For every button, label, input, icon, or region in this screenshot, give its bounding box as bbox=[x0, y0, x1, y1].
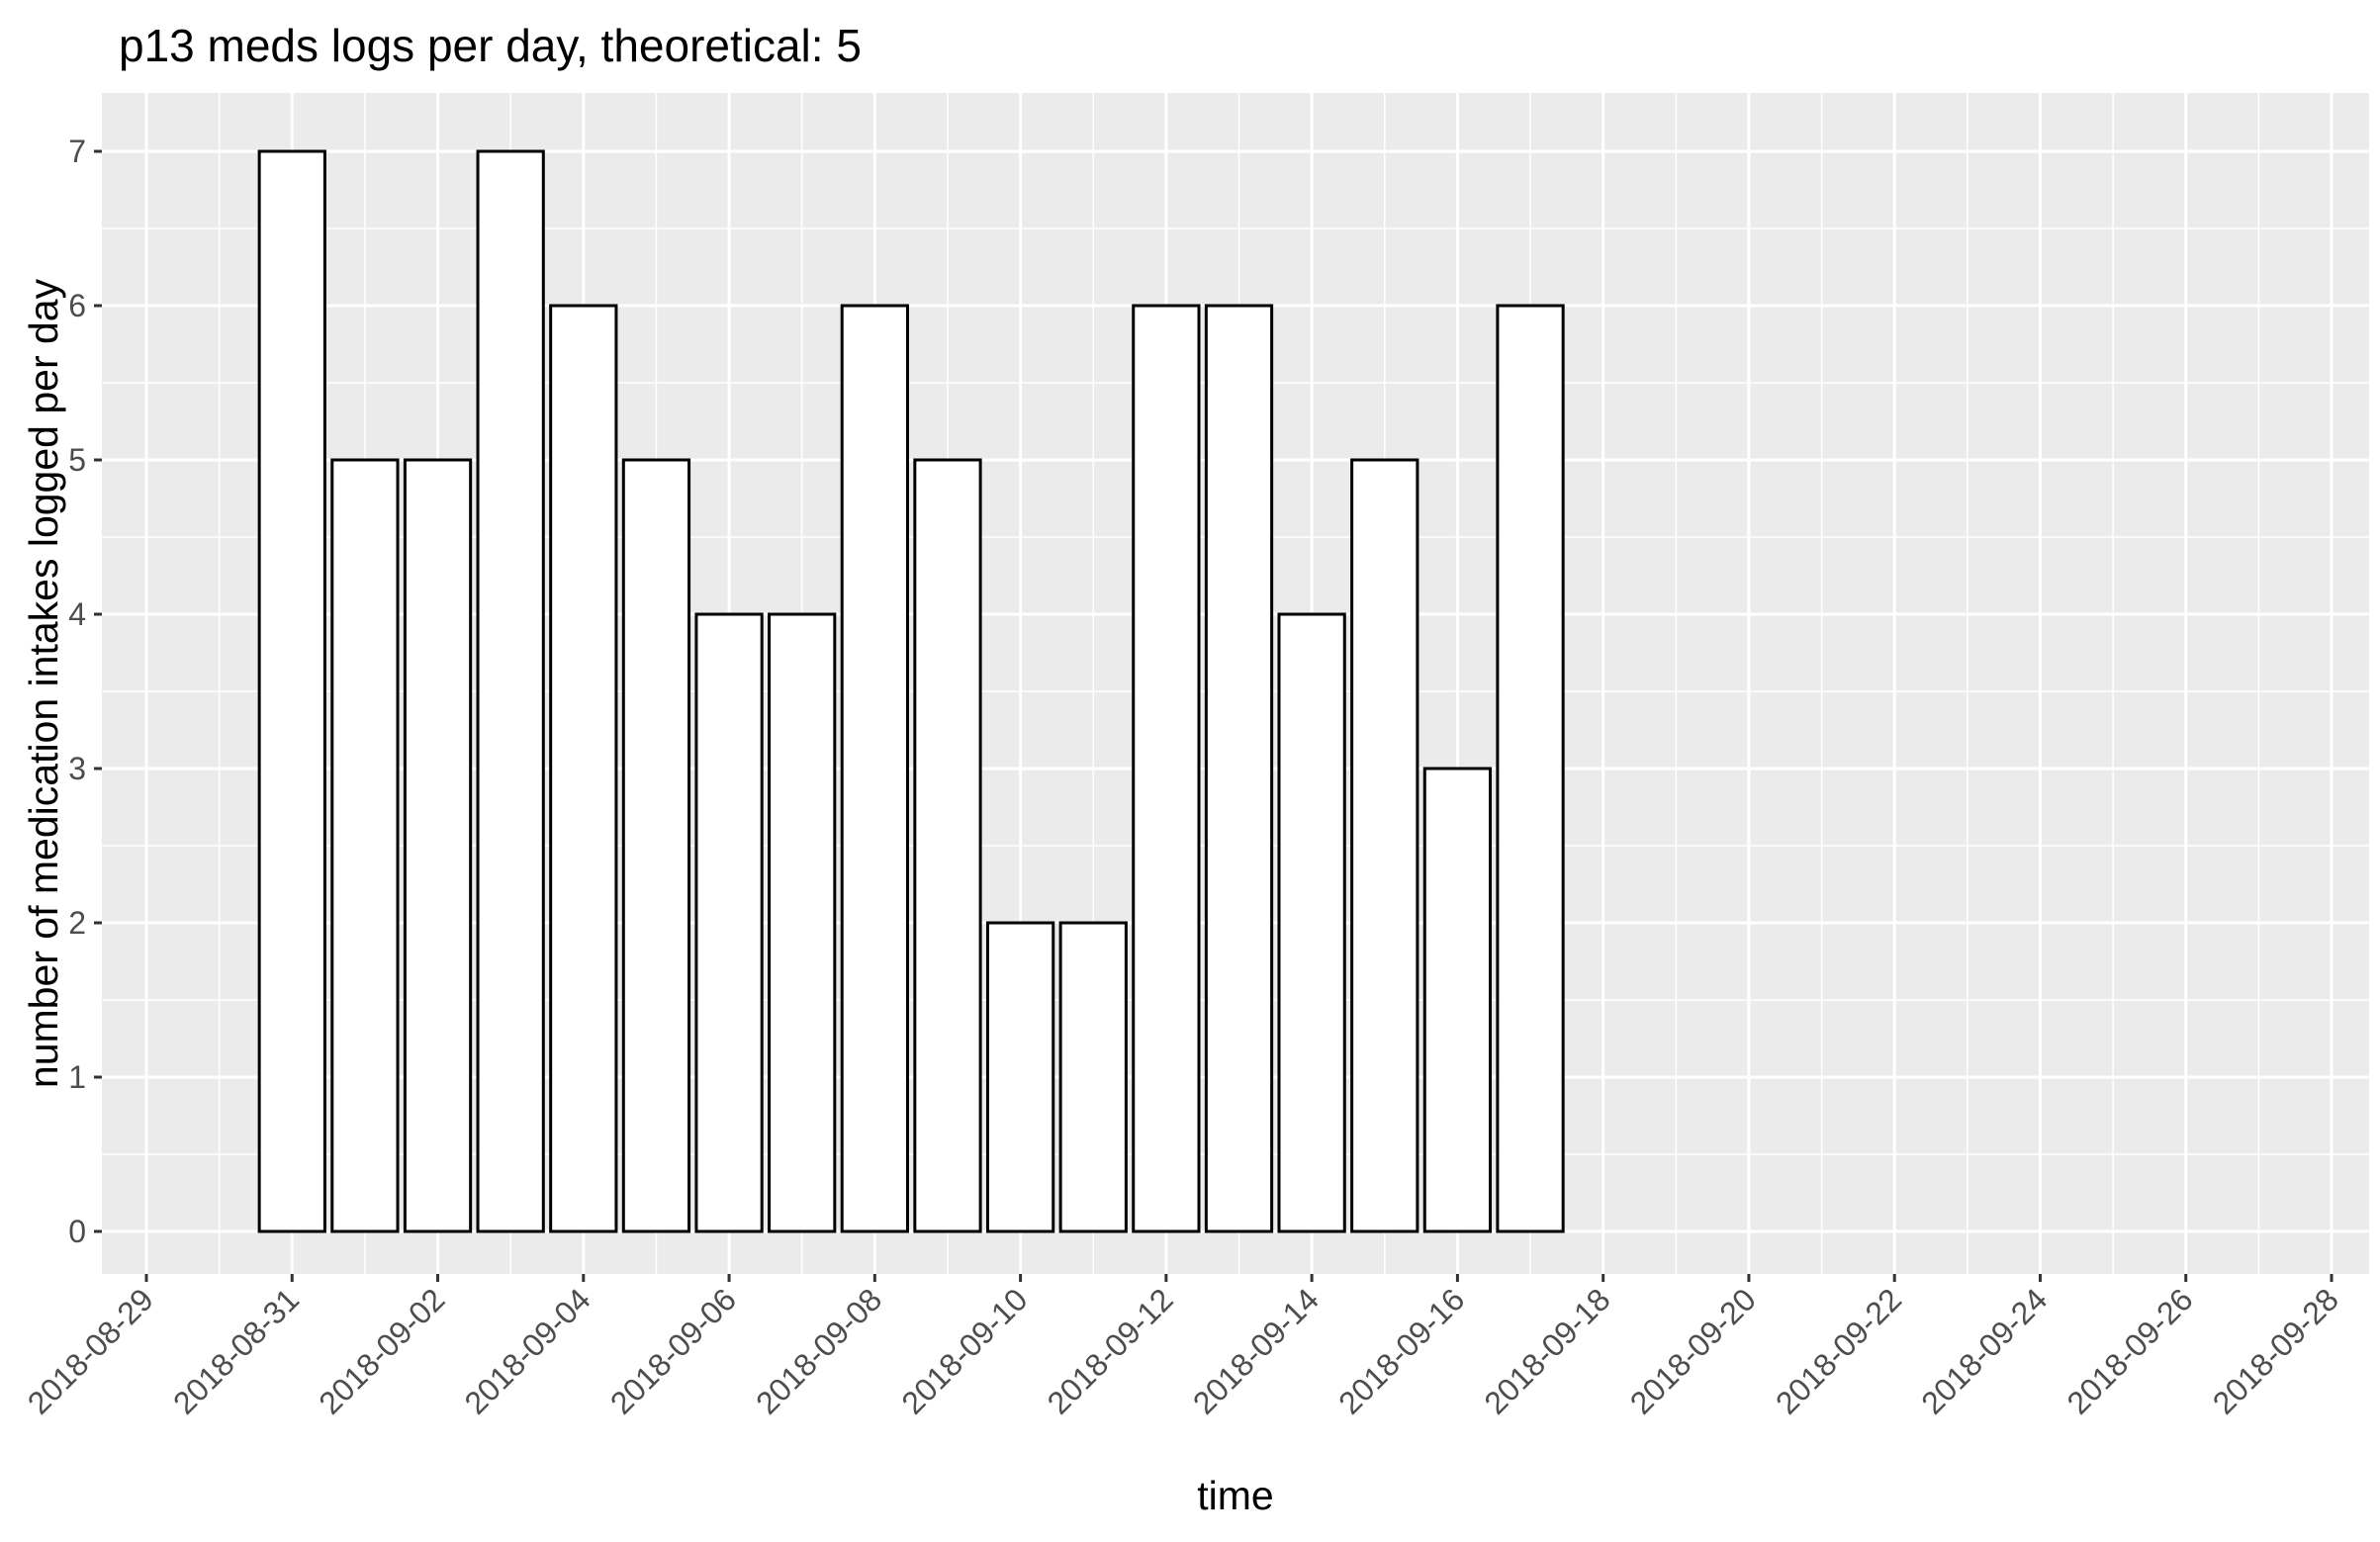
y-tick-label: 5 bbox=[68, 442, 86, 478]
y-tick-label: 2 bbox=[68, 905, 86, 941]
bar bbox=[985, 921, 1055, 1233]
x-axis: 2018-08-29 2018-08-31 2018-09-02 2018-09-04… bbox=[21, 1274, 2345, 1421]
y-tick-label: 7 bbox=[68, 134, 86, 169]
bar bbox=[694, 612, 764, 1233]
x-tick-label: 2018-09-26 bbox=[2060, 1281, 2199, 1420]
bar bbox=[1132, 304, 1201, 1233]
y-tick-label: 0 bbox=[68, 1214, 86, 1249]
y-axis: 0 1 2 3 4 5 6 7 bbox=[68, 134, 102, 1249]
bar bbox=[403, 458, 473, 1233]
x-tick-label: 2018-09-06 bbox=[603, 1281, 743, 1420]
y-tick-label: 4 bbox=[68, 596, 86, 632]
x-tick-label: 2018-08-31 bbox=[166, 1281, 306, 1420]
bar bbox=[549, 304, 618, 1233]
bar bbox=[476, 149, 545, 1233]
bar bbox=[913, 458, 982, 1233]
bars bbox=[257, 149, 1565, 1233]
bar bbox=[1058, 921, 1128, 1233]
x-tick-label: 2018-09-18 bbox=[1477, 1281, 1616, 1420]
bar bbox=[1277, 612, 1346, 1233]
x-tick-label: 2018-09-22 bbox=[1769, 1281, 1908, 1420]
x-axis-title: time bbox=[1197, 1473, 1273, 1518]
bar bbox=[1204, 304, 1274, 1233]
y-axis-title: number of medication intakes logged per … bbox=[21, 278, 66, 1088]
x-tick-label: 2018-09-12 bbox=[1041, 1281, 1180, 1420]
x-tick-label: 2018-09-28 bbox=[2206, 1281, 2345, 1420]
x-tick-label: 2018-09-02 bbox=[312, 1281, 451, 1420]
x-tick-label: 2018-08-29 bbox=[21, 1281, 160, 1420]
chart-title: p13 meds logs per day, theoretical: 5 bbox=[119, 20, 862, 71]
y-tick-label: 3 bbox=[68, 751, 86, 786]
x-tick-label: 2018-09-14 bbox=[1186, 1281, 1326, 1420]
x-tick-label: 2018-09-16 bbox=[1331, 1281, 1471, 1420]
bar bbox=[768, 612, 837, 1233]
bar bbox=[257, 149, 326, 1233]
bar bbox=[1422, 767, 1493, 1233]
x-tick-label: 2018-09-04 bbox=[458, 1281, 597, 1420]
bar bbox=[1350, 458, 1419, 1233]
y-tick-label: 6 bbox=[68, 288, 86, 323]
x-tick-label: 2018-09-10 bbox=[894, 1281, 1034, 1420]
bar bbox=[621, 458, 691, 1233]
x-tick-label: 2018-09-20 bbox=[1623, 1281, 1763, 1420]
bar bbox=[330, 458, 400, 1233]
bar bbox=[1496, 304, 1565, 1233]
y-tick-label: 1 bbox=[68, 1059, 86, 1095]
x-tick-label: 2018-09-08 bbox=[749, 1281, 888, 1420]
bar bbox=[840, 304, 909, 1233]
x-tick-label: 2018-09-24 bbox=[1914, 1281, 2054, 1420]
